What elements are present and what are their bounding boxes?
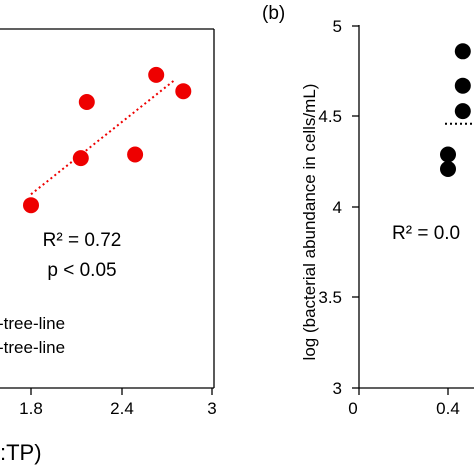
- panel-a-x-axis-label: :TP): [0, 440, 42, 465]
- panel-b-y-tick-label: 4: [333, 198, 342, 217]
- panel-a-legend-entry-1: -tree-line: [0, 314, 65, 333]
- panel-a-points: [23, 66, 192, 214]
- data-point: [78, 94, 95, 110]
- panel-b-y-tick-label: 4.5: [318, 107, 342, 126]
- panel-a-x-tick-label: 3: [207, 399, 216, 418]
- panel-b-y-axis-label: log (bacterial abundance in cells/mL): [300, 84, 319, 361]
- panel-a-trendline: [30, 79, 175, 196]
- panel-b-y-tick-label: 3.5: [318, 288, 342, 307]
- panel-b-y-tick-label: 3: [333, 379, 342, 398]
- panel-b: (b) log (bacterial abundance in cells/mL…: [262, 3, 474, 418]
- panel-b-label: (b): [262, 3, 285, 24]
- data-point: [454, 103, 471, 120]
- trendline: [30, 79, 175, 196]
- panel-a-r-squared: R² = 0.72: [43, 230, 122, 251]
- data-point: [440, 146, 456, 163]
- data-point: [127, 146, 144, 163]
- data-point: [148, 66, 165, 83]
- panel-b-points: [440, 43, 471, 177]
- panel-b-x-tick-label: 0: [348, 399, 357, 418]
- data-point: [175, 83, 192, 100]
- data-point: [454, 43, 471, 60]
- panel-b-r-squared: R² = 0.0: [392, 223, 460, 244]
- panel-a-legend-entry-2: -tree-line: [0, 338, 65, 357]
- panel-b-x-tick-label: 0.4: [436, 399, 460, 418]
- panel-a-x-tick-label: 2.4: [110, 399, 134, 418]
- data-point: [23, 197, 39, 214]
- data-point: [440, 161, 456, 177]
- panel-b-y-tick-label: 5: [333, 17, 342, 36]
- data-point: [454, 77, 471, 94]
- panel-a: 1.8 2.4 3 :TP) R² = 0.72 p < 0.05 -tree-…: [0, 28, 217, 465]
- panel-a-x-tick-label: 1.8: [19, 399, 43, 418]
- panel-a-p-value: p < 0.05: [47, 260, 116, 281]
- data-point: [72, 150, 89, 167]
